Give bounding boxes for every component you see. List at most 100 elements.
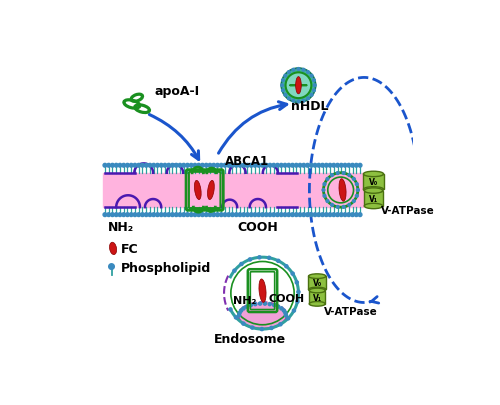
Circle shape: [356, 183, 358, 186]
Circle shape: [340, 164, 343, 168]
Circle shape: [238, 213, 242, 217]
Circle shape: [332, 213, 336, 217]
Circle shape: [246, 213, 250, 217]
Circle shape: [306, 213, 310, 217]
Circle shape: [268, 164, 272, 168]
Circle shape: [137, 164, 140, 168]
Circle shape: [330, 204, 334, 207]
Circle shape: [200, 164, 204, 168]
Circle shape: [227, 164, 230, 168]
Ellipse shape: [296, 77, 302, 95]
Circle shape: [144, 164, 148, 168]
Circle shape: [306, 164, 310, 168]
Text: nHDL: nHDL: [290, 100, 328, 113]
Circle shape: [280, 213, 283, 217]
Circle shape: [208, 213, 212, 217]
Circle shape: [122, 213, 126, 217]
Circle shape: [246, 164, 250, 168]
Circle shape: [272, 164, 276, 168]
Circle shape: [137, 213, 140, 217]
Circle shape: [323, 183, 326, 186]
Circle shape: [348, 204, 350, 207]
Circle shape: [148, 213, 152, 217]
Circle shape: [264, 164, 268, 168]
Text: V-ATPase: V-ATPase: [382, 206, 435, 216]
Circle shape: [342, 206, 345, 209]
Circle shape: [292, 69, 295, 72]
Circle shape: [340, 213, 343, 217]
Circle shape: [223, 213, 227, 217]
Circle shape: [322, 189, 325, 192]
Circle shape: [326, 178, 329, 181]
Text: Phospholipid: Phospholipid: [121, 262, 212, 275]
Text: V₀: V₀: [369, 178, 378, 187]
Circle shape: [352, 200, 355, 203]
Text: NH₂: NH₂: [233, 295, 256, 305]
Circle shape: [253, 164, 257, 168]
Circle shape: [297, 68, 300, 71]
Circle shape: [118, 213, 122, 217]
Circle shape: [126, 164, 130, 168]
Circle shape: [133, 213, 137, 217]
Circle shape: [294, 164, 298, 168]
Circle shape: [298, 164, 302, 168]
Circle shape: [268, 213, 272, 217]
Circle shape: [284, 311, 287, 315]
Circle shape: [336, 164, 340, 168]
Ellipse shape: [310, 302, 325, 307]
Circle shape: [298, 213, 302, 217]
Circle shape: [324, 164, 328, 168]
Circle shape: [242, 322, 245, 325]
Circle shape: [238, 314, 240, 317]
Circle shape: [276, 305, 280, 308]
Circle shape: [284, 75, 286, 78]
Circle shape: [174, 213, 178, 217]
Circle shape: [193, 213, 197, 217]
Circle shape: [178, 213, 182, 217]
Circle shape: [320, 164, 324, 168]
Circle shape: [182, 213, 186, 217]
Circle shape: [246, 305, 248, 308]
Circle shape: [197, 164, 200, 168]
Circle shape: [270, 326, 273, 330]
Ellipse shape: [364, 188, 382, 194]
Circle shape: [352, 178, 355, 181]
Circle shape: [122, 164, 126, 168]
Circle shape: [229, 308, 232, 311]
Circle shape: [294, 213, 298, 217]
Circle shape: [354, 164, 358, 168]
Ellipse shape: [310, 288, 325, 293]
Circle shape: [250, 213, 253, 217]
Circle shape: [156, 164, 160, 168]
Circle shape: [302, 164, 306, 168]
Circle shape: [257, 164, 260, 168]
Circle shape: [343, 164, 347, 168]
Circle shape: [130, 213, 133, 217]
Circle shape: [302, 69, 305, 72]
Circle shape: [152, 213, 156, 217]
Text: COOH: COOH: [238, 220, 278, 233]
Circle shape: [163, 164, 167, 168]
Circle shape: [250, 326, 254, 329]
Circle shape: [330, 174, 334, 177]
Circle shape: [238, 164, 242, 168]
Circle shape: [280, 307, 283, 310]
Circle shape: [144, 213, 148, 217]
Circle shape: [285, 265, 288, 268]
Circle shape: [152, 164, 156, 168]
Circle shape: [286, 317, 290, 320]
Circle shape: [310, 164, 313, 168]
Circle shape: [208, 164, 212, 168]
Circle shape: [140, 164, 144, 168]
Circle shape: [350, 213, 354, 217]
Circle shape: [282, 80, 284, 82]
Circle shape: [323, 195, 326, 198]
Circle shape: [310, 94, 313, 97]
Circle shape: [286, 74, 311, 98]
Circle shape: [295, 281, 298, 284]
Circle shape: [118, 164, 122, 168]
Circle shape: [283, 164, 287, 168]
Circle shape: [254, 303, 257, 306]
Bar: [308, 277, 326, 290]
Circle shape: [282, 69, 316, 103]
